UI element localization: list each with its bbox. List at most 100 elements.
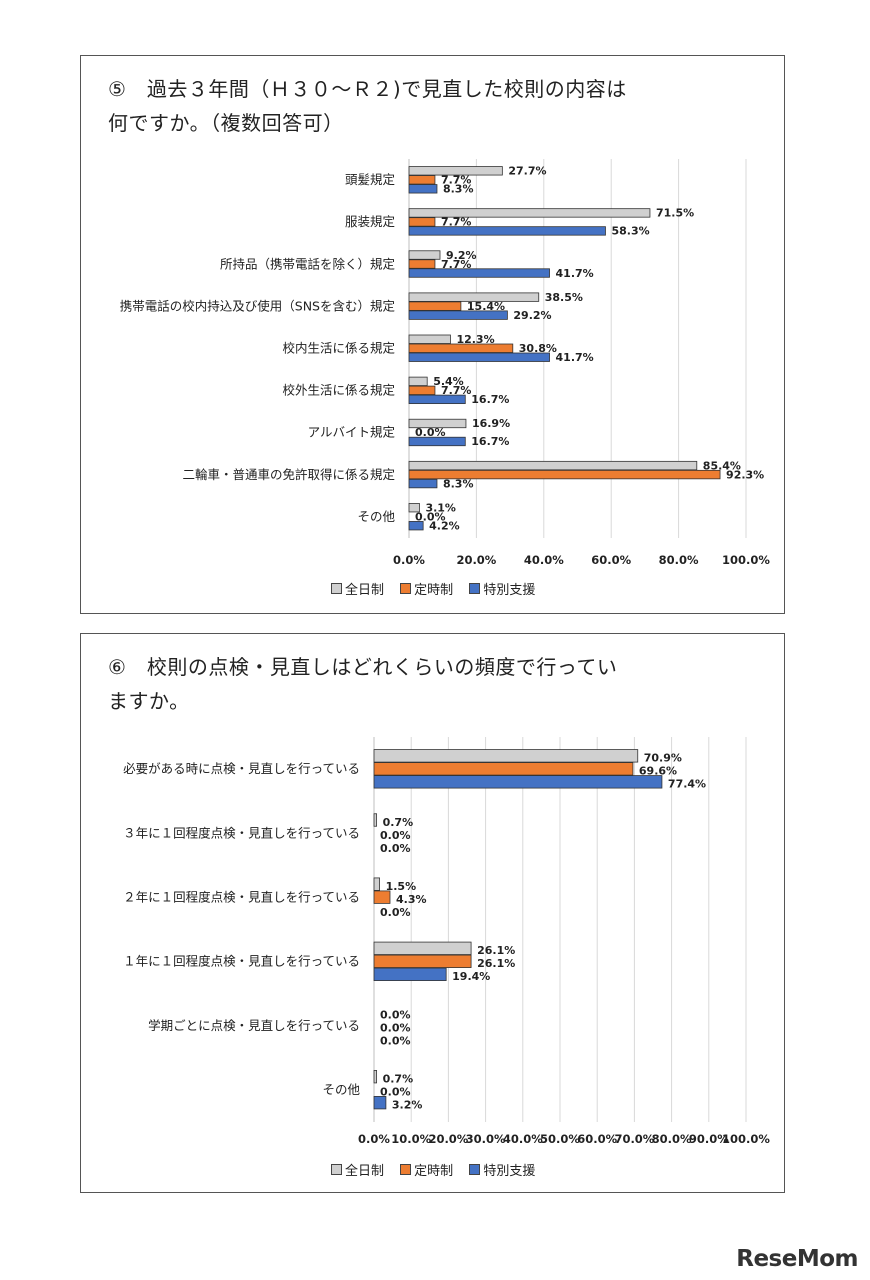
data-label: 1.5% [386,880,417,893]
data-label: 7.7% [441,174,472,187]
category-label: その他 [322,1082,360,1097]
bar-定時制 [408,259,436,269]
data-label: 0.0% [415,510,446,523]
category-label: 所持品（携帯電話を除く）規定 [220,256,395,271]
bar-全日制 [373,877,380,891]
category-label: 必要がある時に点検・見直しを行っている [123,761,360,776]
data-label: 41.7% [556,267,594,280]
legend-swatch [331,1164,342,1175]
data-label: 92.3% [726,468,764,481]
legend-item: 特別支援 [469,1160,535,1179]
category-label: 頭髪規定 [345,172,395,187]
x-tick-label: 20.0% [456,553,496,567]
data-label: 0.0% [380,1085,411,1098]
bar-全日制 [373,749,639,763]
x-tick-label: 0.0% [358,1132,390,1146]
chart-title-q6: ⑥ 校則の点検・見直しはどれくらいの頻度で行ってい ますか。 [108,650,617,718]
data-label: 29.2% [513,309,551,322]
bar-特別支援 [408,478,438,489]
chart-title-line: ますか。 [108,689,190,713]
bar-定時制 [373,890,391,904]
data-label: 7.7% [441,216,472,229]
data-label: 69.6% [639,765,677,778]
legend-item: 定時制 [400,579,453,598]
bar-定時制 [408,343,514,353]
data-label: 19.4% [452,970,490,983]
x-tick-label: 100.0% [722,1132,770,1146]
x-tick-label: 0.0% [393,553,425,567]
bar-特別支援 [408,521,424,531]
category-label: １年に１回程度点検・見直しを行っている [123,954,360,969]
data-label: 16.9% [472,417,510,430]
data-label: 3.1% [425,501,456,514]
data-label: 0.0% [380,1008,411,1021]
data-label: 85.4% [703,459,741,472]
x-tick-label: 70.0% [614,1132,654,1146]
legend-label: 定時制 [414,583,454,598]
bar-特別支援 [373,1096,387,1110]
bar-定時制 [408,469,721,480]
data-label: 4.2% [429,519,460,532]
category-label: 服装規定 [345,214,395,229]
data-label: 71.5% [656,207,694,220]
bar-特別支援 [408,226,606,236]
legend-label: 全日制 [345,1164,385,1179]
bar-特別支援 [408,394,466,405]
chart-panel-q5: ⑤ 過去３年間（Ｈ３０～Ｒ２)で見直した校則の内容は 何ですか。（複数回答可） … [80,55,785,614]
data-label: 12.3% [456,333,494,346]
bar-定時制 [373,762,634,776]
bar-定時制 [408,217,436,227]
bar-全日制 [408,503,420,513]
bar-全日制 [373,813,378,827]
bar-特別支援 [408,352,550,362]
data-label: 0.0% [380,906,411,919]
legend-swatch [469,583,481,594]
bar-全日制 [373,941,472,955]
legend-swatch [331,583,342,594]
chart-title-q5: ⑤ 過去３年間（Ｈ３０～Ｒ２)で見直した校則の内容は 何ですか。（複数回答可） [108,72,627,140]
legend-q5: 全日制 定時制 特別支援 [331,579,547,598]
data-label: 7.7% [441,258,472,271]
data-label: 70.9% [644,752,682,765]
bar-定時制 [408,301,462,311]
data-label: 7.7% [441,384,472,397]
bar-特別支援 [408,310,508,320]
data-label: 3.2% [392,1098,423,1111]
bar-特別支援 [408,436,466,447]
data-label: 8.3% [443,477,474,490]
legend-swatch [400,1164,412,1175]
category-label: アルバイト規定 [308,425,395,440]
data-label: 5.4% [433,375,464,388]
data-label: 27.7% [508,165,546,178]
data-label: 15.4% [467,300,505,313]
x-tick-label: 100.0% [722,553,770,567]
data-label: 0.0% [415,426,446,439]
x-tick-label: 80.0% [652,1132,692,1146]
category-label: ２年に１回程度点検・見直しを行っている [123,889,360,904]
legend-label: 定時制 [414,1164,454,1179]
bar-全日制 [408,208,651,218]
data-label: 8.3% [443,183,474,196]
bar-全日制 [408,418,467,429]
data-label: 0.0% [380,1034,411,1047]
data-label: 30.8% [519,342,557,355]
x-tick-label: 60.0% [577,1132,617,1146]
x-tick-label: 90.0% [689,1132,729,1146]
x-tick-label: 40.0% [503,1132,543,1146]
data-label: 16.7% [471,393,509,406]
data-label: 0.7% [383,1072,414,1085]
chart-title-line: 何ですか。（複数回答可） [108,111,344,135]
bar-chart-q5: 0.0% 20.0% 40.0% 60.0% 80.0% 100.0% 頭髪規定 27.7% 7… [120,159,770,567]
legend-label: 特別支援 [483,1164,536,1179]
bar-定時制 [373,954,472,968]
data-label: 4.3% [396,893,427,906]
legend-swatch [469,1164,481,1175]
legend-label: 特別支援 [483,583,536,598]
bar-特別支援 [373,967,447,981]
chart-panel-q6: ⑥ 校則の点検・見直しはどれくらいの頻度で行ってい ますか。 0.0% 10.0%… [80,633,785,1193]
legend-item: 定時制 [400,1160,453,1179]
category-label: ３年に１回程度点検・見直しを行っている [123,825,360,840]
data-label: 26.1% [477,944,515,957]
x-tick-label: 40.0% [524,553,564,567]
legend-label: 全日制 [345,583,385,598]
